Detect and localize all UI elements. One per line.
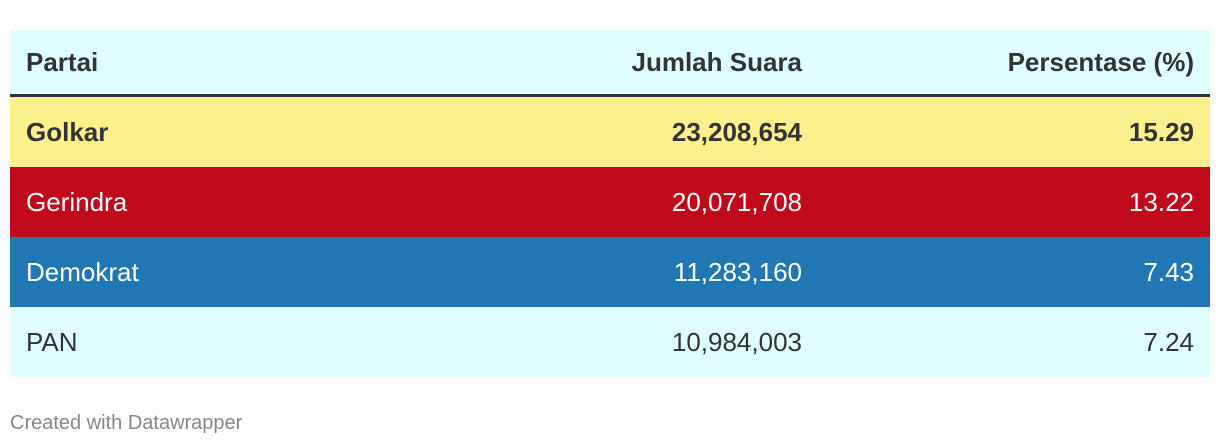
column-header-percent[interactable]: Persentase (%) bbox=[818, 30, 1210, 97]
cell-percent: 7.24 bbox=[1143, 326, 1194, 357]
table-row: PAN 10,984,003 7.24 bbox=[10, 307, 1210, 377]
table-header-row: Partai Jumlah Suara Persentase (%) bbox=[10, 30, 1210, 97]
cell-votes: 11,283,160 bbox=[673, 256, 802, 287]
datawrapper-credit[interactable]: Created with Datawrapper bbox=[10, 412, 243, 434]
cell-votes: 20,071,708 bbox=[671, 186, 802, 217]
cell-percent: 13.22 bbox=[1128, 186, 1194, 217]
party-votes-table: Partai Jumlah Suara Persentase (%) Golka… bbox=[10, 30, 1210, 377]
cell-percent: 7.43 bbox=[1143, 256, 1194, 287]
cell-party: Golkar bbox=[26, 116, 109, 147]
data-table-container: Partai Jumlah Suara Persentase (%) Golka… bbox=[10, 30, 1210, 377]
table-row: Demokrat 11,283,160 7.43 bbox=[10, 237, 1210, 307]
table-row: Gerindra 20,071,708 13.22 bbox=[10, 167, 1210, 237]
cell-party: Demokrat bbox=[26, 256, 139, 287]
cell-percent: 15.29 bbox=[1128, 116, 1194, 147]
column-header-votes[interactable]: Jumlah Suara bbox=[342, 30, 818, 97]
cell-party: PAN bbox=[26, 326, 78, 357]
column-header-party[interactable]: Partai bbox=[10, 30, 342, 97]
cell-votes: 10,984,003 bbox=[671, 326, 802, 357]
table-row: Golkar 23,208,654 15.29 bbox=[10, 95, 1210, 167]
cell-votes: 23,208,654 bbox=[671, 116, 802, 147]
cell-party: Gerindra bbox=[26, 186, 128, 217]
